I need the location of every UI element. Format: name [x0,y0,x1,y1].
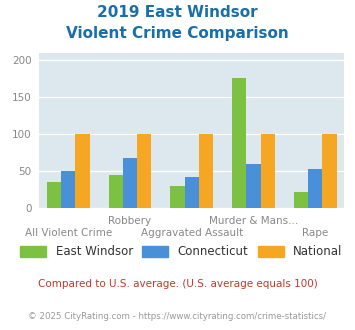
Bar [294,192,308,208]
Text: Violent Crime Comparison: Violent Crime Comparison [66,26,289,41]
Bar [308,170,322,208]
Bar [185,177,199,208]
Text: © 2025 CityRating.com - https://www.cityrating.com/crime-statistics/: © 2025 CityRating.com - https://www.city… [28,312,327,321]
Bar [232,78,246,208]
Text: 2019 East Windsor: 2019 East Windsor [97,5,258,20]
Text: All Violent Crime: All Violent Crime [24,228,112,238]
Bar [246,164,261,208]
Text: Robbery: Robbery [108,216,152,226]
Text: Rape: Rape [302,228,328,238]
Bar [322,134,337,208]
Bar [47,182,61,208]
Bar [61,171,75,208]
Text: Murder & Mans...: Murder & Mans... [209,216,298,226]
Bar [123,158,137,208]
Bar [75,134,90,208]
Legend: East Windsor, Connecticut, National: East Windsor, Connecticut, National [17,242,346,262]
Text: Aggravated Assault: Aggravated Assault [141,228,243,238]
Bar [137,134,152,208]
Text: Compared to U.S. average. (U.S. average equals 100): Compared to U.S. average. (U.S. average … [38,279,317,289]
Bar [109,175,123,208]
Bar [170,186,185,208]
Bar [199,134,213,208]
Bar [261,134,275,208]
